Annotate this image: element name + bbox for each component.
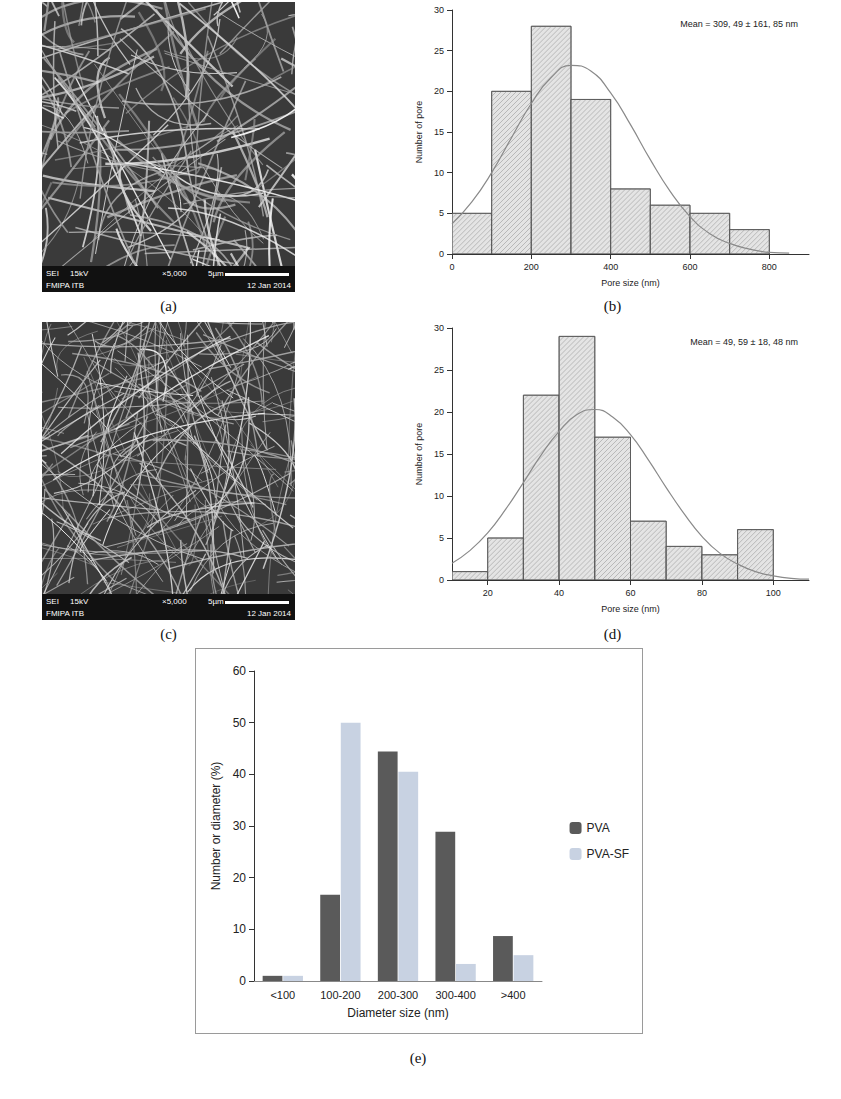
svg-text:Mean = 49, 59 ± 18, 48 nm: Mean = 49, 59 ± 18, 48 nm [690, 337, 798, 347]
svg-text:25: 25 [434, 365, 444, 375]
svg-text:PVA-SF: PVA-SF [587, 847, 629, 861]
svg-text:20: 20 [434, 86, 444, 96]
svg-text:15kV: 15kV [70, 597, 89, 606]
html-text:(b): (b) [603, 298, 622, 314]
svg-text:25: 25 [434, 46, 444, 56]
svg-text:30: 30 [434, 323, 444, 333]
html-text:(c): (c) [160, 626, 177, 642]
svg-text:0: 0 [439, 249, 444, 259]
svg-text:Pore size (nm): Pore size (nm) [601, 604, 660, 614]
svg-text:20: 20 [483, 588, 493, 598]
svg-text:800: 800 [762, 262, 777, 272]
svg-text:Mean = 309, 49 ± 161, 85 nm: Mean = 309, 49 ± 161, 85 nm [680, 19, 798, 29]
svg-text:SEI: SEI [46, 597, 59, 606]
svg-text:FMIPA ITB: FMIPA ITB [46, 609, 84, 618]
svg-text:>400: >400 [501, 989, 526, 1001]
svg-text:Number of pore: Number of pore [414, 423, 424, 486]
svg-text:20: 20 [434, 407, 444, 417]
svg-text:50: 50 [233, 716, 247, 730]
svg-text:5: 5 [439, 533, 444, 543]
svg-text:Pore size (nm): Pore size (nm) [601, 278, 660, 288]
svg-text:15: 15 [434, 449, 444, 459]
html-text:(a): (a) [160, 298, 177, 314]
svg-text:Diameter size (nm): Diameter size (nm) [347, 1006, 448, 1020]
svg-text:<100: <100 [270, 989, 295, 1001]
html-text:(d): (d) [603, 626, 622, 642]
svg-text:5µm: 5µm [208, 269, 224, 278]
svg-text:0: 0 [439, 575, 444, 585]
svg-text:×5,000: ×5,000 [162, 269, 187, 278]
svg-text:20: 20 [233, 871, 247, 885]
svg-text:12 Jan 2014: 12 Jan 2014 [247, 609, 292, 618]
svg-text:10: 10 [434, 491, 444, 501]
svg-text:10: 10 [233, 922, 247, 936]
svg-text:30: 30 [434, 5, 444, 15]
svg-text:0: 0 [449, 262, 454, 272]
svg-text:Number of pore: Number of pore [414, 101, 424, 164]
svg-text:PVA: PVA [587, 821, 610, 835]
svg-text:60: 60 [625, 588, 635, 598]
svg-text:600: 600 [682, 262, 697, 272]
svg-text:15: 15 [434, 127, 444, 137]
svg-text:×5,000: ×5,000 [162, 597, 187, 606]
svg-text:12 Jan 2014: 12 Jan 2014 [247, 281, 292, 290]
svg-text:200: 200 [524, 262, 539, 272]
svg-text:SEI: SEI [46, 269, 59, 278]
svg-text:5µm: 5µm [208, 597, 224, 606]
svg-text:300-400: 300-400 [435, 989, 475, 1001]
svg-text:Number or diameter (%): Number or diameter (%) [209, 762, 223, 891]
svg-text:40: 40 [554, 588, 564, 598]
html-text:(e): (e) [409, 1050, 427, 1066]
svg-text:10: 10 [434, 168, 444, 178]
svg-text:15kV: 15kV [70, 269, 89, 278]
svg-text:30: 30 [233, 819, 247, 833]
svg-text:0: 0 [239, 974, 246, 988]
svg-text:5: 5 [439, 208, 444, 218]
svg-text:200-300: 200-300 [378, 989, 418, 1001]
svg-text:100: 100 [766, 588, 781, 598]
svg-text:80: 80 [697, 588, 707, 598]
svg-text:40: 40 [233, 767, 247, 781]
svg-text:60: 60 [233, 664, 247, 678]
svg-text:100-200: 100-200 [320, 989, 360, 1001]
svg-text:FMIPA ITB: FMIPA ITB [46, 281, 84, 290]
svg-text:400: 400 [603, 262, 618, 272]
